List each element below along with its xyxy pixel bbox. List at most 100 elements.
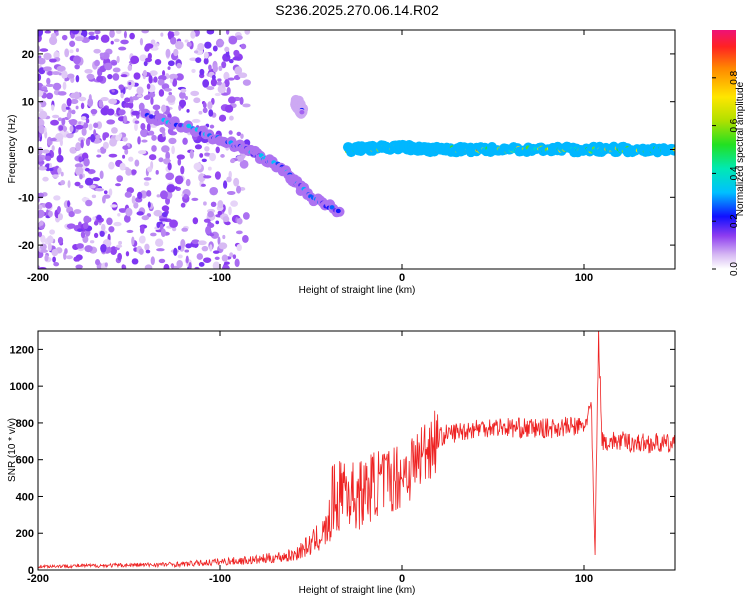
spectrogram-noise-blob	[218, 242, 228, 250]
spectrogram-noise-blob	[208, 64, 212, 71]
spectrogram-noise-blob	[189, 149, 194, 159]
spectrogram-noise-blob	[128, 81, 132, 86]
spectrogram-noise-blob	[69, 146, 77, 154]
spectrogram-noise-blob	[61, 70, 68, 80]
spectrogram-noise-blob	[112, 67, 121, 73]
spectrogram-noise-blob	[193, 162, 202, 171]
snr-xtick-label: 100	[575, 573, 593, 585]
spectrogram-noise-blob	[236, 244, 242, 252]
spectrogram-noise-blob	[47, 70, 53, 76]
spectrogram-noise-blob	[41, 86, 48, 91]
spectrogram-noise-blob	[156, 248, 165, 252]
spectrogram-noise-blob	[158, 258, 166, 264]
spectrogram-noise-blob	[184, 249, 190, 253]
spectrogram-noise-blob	[180, 88, 187, 93]
spectrogram-noise-blob	[45, 155, 52, 162]
spectrogram-noise-blob	[166, 184, 176, 193]
spectrogram-noise-blob	[48, 167, 54, 172]
spectrogram-noise-blob	[233, 177, 240, 187]
spectrogram-noise-blob	[57, 167, 62, 174]
spectrogram-noise-blob	[102, 141, 109, 150]
spectrogram-noise-blob	[224, 221, 231, 226]
spectrogram-noise-blob	[221, 264, 230, 269]
spectrogram-noise-blob	[190, 30, 196, 39]
spectrogram-noise-blob	[51, 71, 61, 76]
spectrogram-noise-blob	[75, 166, 84, 176]
spectrogram-noise-blob	[80, 139, 84, 149]
spectrogram-noise-blob	[205, 225, 212, 235]
spectrogram-noise-blob	[106, 119, 116, 125]
snr-ytick-label: 1200	[10, 344, 34, 356]
snr-ytick-label: 600	[16, 455, 34, 467]
spectrogram-noise-blob	[206, 30, 215, 35]
spectrogram-noise-blob	[233, 49, 240, 57]
spectrogram-noise-blob	[207, 211, 215, 218]
spectrogram-noise-blob	[77, 228, 83, 232]
spectrogram-noise-blob	[80, 102, 85, 110]
spectrogram-noise-blob	[38, 55, 42, 59]
spectrogram-noise-blob	[147, 201, 151, 208]
spectrogram-noise-blob	[146, 123, 151, 132]
spectrogram-noise-blob	[38, 133, 42, 138]
spectrogram-noise-blob	[74, 163, 84, 168]
spectrogram-noise-blob	[52, 82, 62, 91]
spectrogram-noise-blob	[180, 202, 186, 208]
spectrogram-noise-blob	[85, 118, 90, 124]
spectrogram-noise-blob	[232, 254, 237, 260]
spectrogram-noise-blob	[67, 180, 71, 189]
spectrogram-noise-blob	[88, 35, 96, 40]
spectrogram-noise-blob	[123, 102, 131, 108]
spectrogram-noise-blob	[61, 103, 68, 113]
spectrogram-noise-blob	[215, 146, 220, 154]
spectrogram-noise-blob	[190, 90, 200, 97]
spectrogram-noise-blob	[176, 62, 182, 69]
spectrogram-noise-blob	[159, 190, 168, 200]
spectrogram-ridge-point	[148, 114, 154, 119]
spectrogram-ridge-point	[186, 123, 192, 129]
spectrogram-noise-blob	[176, 259, 183, 269]
spectrogram-noise-blob	[137, 150, 147, 155]
spectrogram-noise-blob	[183, 193, 188, 199]
spectrogram-noise-blob	[229, 115, 234, 121]
spectrogram-noise-blob	[160, 32, 164, 37]
spectrogram-noise-blob	[221, 82, 226, 89]
spectrogram-noise-blob	[210, 201, 217, 208]
spectrogram-noise-blob	[66, 97, 72, 107]
spectrogram-noise-blob	[156, 194, 161, 198]
spectrogram-noise-blob	[126, 229, 134, 233]
spectrogram-noise-blob	[194, 266, 200, 269]
spectrogram-noise-blob	[132, 95, 139, 101]
spectrogram-noise-blob	[214, 171, 221, 180]
spectrogram-xtick-label: 100	[575, 272, 593, 284]
spectrogram-noise-blob	[151, 145, 157, 152]
spectrogram-noise-blob	[212, 45, 218, 52]
spectrogram-noise-blob	[83, 158, 90, 167]
spectrogram-noise-blob	[131, 110, 140, 116]
spectrogram-noise-blob	[228, 206, 232, 216]
spectrogram-noise-blob	[49, 137, 57, 142]
spectrogram-noise-blob	[115, 183, 121, 187]
spectrogram-noise-blob	[96, 214, 102, 221]
spectrogram-noise-blob	[203, 201, 207, 206]
spectrogram-noise-blob	[150, 39, 156, 45]
spectrogram-noise-blob	[230, 158, 236, 164]
spectrogram-noise-blob	[212, 261, 221, 269]
spectrogram-noise-blob	[242, 235, 249, 243]
spectrogram-noise-blob	[209, 186, 219, 196]
spectrogram-noise-blob	[57, 91, 67, 96]
spectrogram-noise-blob	[146, 190, 152, 197]
spectrogram-noise-blob	[104, 262, 108, 267]
spectrogram-noise-blob	[167, 162, 172, 171]
spectrogram-noise-blob	[158, 89, 165, 97]
colorbar-tick-label: 0.0	[729, 262, 740, 276]
spectrogram-noise-blob	[181, 227, 189, 232]
spectrogram-noise-blob	[61, 117, 66, 126]
spectrogram-noise-blob	[239, 96, 244, 105]
spectrogram-noise-blob	[204, 152, 210, 156]
spectrogram-noise-blob	[92, 177, 100, 182]
spectrogram-noise-blob	[191, 197, 199, 201]
spectrogram-noise-blob	[118, 208, 124, 212]
spectrogram-noise-blob	[227, 96, 236, 104]
spectrogram-noise-blob	[158, 157, 164, 163]
spectrogram-noise-blob	[48, 210, 53, 218]
